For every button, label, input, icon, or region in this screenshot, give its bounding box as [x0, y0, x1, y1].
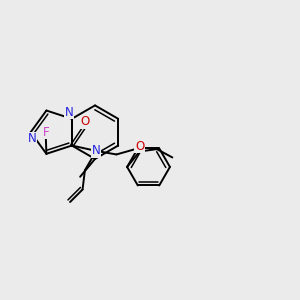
Text: N: N: [92, 144, 100, 158]
Text: N: N: [64, 106, 73, 119]
Text: N: N: [28, 132, 37, 145]
Text: F: F: [43, 126, 49, 139]
Text: O: O: [135, 140, 144, 153]
Text: O: O: [80, 115, 90, 128]
